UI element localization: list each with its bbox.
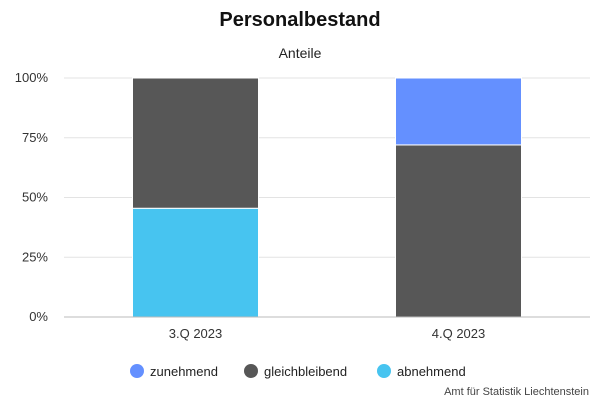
legend-marker-zunehmend <box>130 364 144 378</box>
bar-segment-gleichbleibend <box>132 77 259 209</box>
legend: zunehmend gleichbleibend abnehmend <box>130 364 466 379</box>
x-tick-label: 3.Q 2023 <box>169 326 223 341</box>
y-tick-label: 25% <box>22 249 48 264</box>
x-tick-label: 4.Q 2023 <box>432 326 486 341</box>
legend-label-abnehmend: abnehmend <box>397 364 466 379</box>
x-axis-ticks: 3.Q 2023 4.Q 2023 <box>169 326 486 341</box>
legend-marker-abnehmend <box>377 364 391 378</box>
y-tick-label: 100% <box>15 70 49 85</box>
legend-label-zunehmend: zunehmend <box>150 364 218 379</box>
legend-label-gleichbleibend: gleichbleibend <box>264 364 347 379</box>
y-tick-label: 0% <box>29 309 48 324</box>
legend-marker-gleichbleibend <box>244 364 258 378</box>
chart-subtitle: Anteile <box>279 45 322 61</box>
credit-text: Amt für Statistik Liechtenstein <box>444 386 589 398</box>
bar-segment-abnehmend <box>132 207 259 318</box>
y-tick-label: 50% <box>22 190 48 205</box>
bar-segment-gleichbleibend <box>395 144 522 318</box>
chart-title: Personalbestand <box>219 9 380 31</box>
bar-segment-zunehmend <box>395 77 522 146</box>
y-axis-ticks: 0% 25% 50% 75% 100% <box>15 70 49 324</box>
y-tick-label: 75% <box>22 130 48 145</box>
bars <box>132 77 522 318</box>
